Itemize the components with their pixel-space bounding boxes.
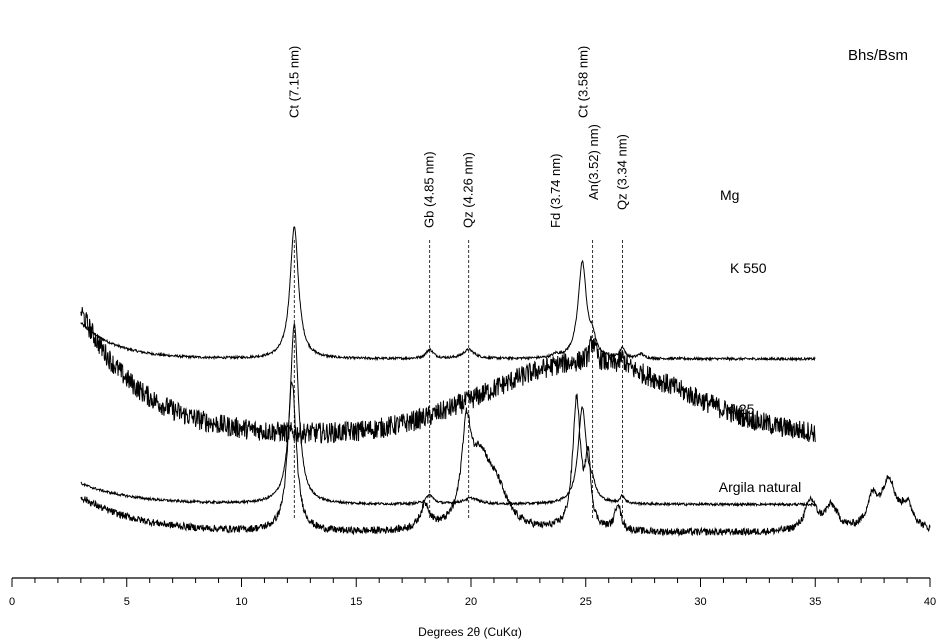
peak-label: Qz (3.34 nm)	[615, 134, 630, 210]
series-line-k-550	[80, 307, 816, 445]
peak-label: Fd (3.74 nm)	[548, 154, 563, 228]
x-tick-label: 10	[235, 596, 247, 608]
series-line-argila-natural	[80, 381, 931, 537]
series-labels: Mg K 550 K 25 Argila natural	[719, 187, 802, 495]
series-label-mg: Mg	[720, 187, 739, 203]
x-tick-label: 40	[924, 596, 936, 608]
peak-label: Qz (4.26 nm)	[461, 152, 476, 228]
peak-label: Ct (3.58 nm)	[576, 46, 591, 118]
x-tick-label: 0	[9, 596, 15, 608]
series-label-argila-natural: Argila natural	[719, 479, 802, 495]
panel-label: Bhs/Bsm	[848, 47, 908, 64]
x-tick-label: 5	[124, 596, 130, 608]
peak-label: Ct (7.15 nm)	[286, 46, 301, 118]
peak-label: An(3.52) nm)	[586, 124, 601, 200]
diffraction-traces	[80, 226, 931, 537]
peak-label: Gb (4.85 nm)	[422, 151, 437, 228]
series-line-mg	[80, 226, 816, 362]
x-tick-label: 20	[465, 596, 477, 608]
x-tick-label: 35	[809, 596, 821, 608]
x-tick-label: 15	[350, 596, 362, 608]
x-tick-label: 25	[580, 596, 592, 608]
x-axis-title: Degrees 2θ (CuKα)	[418, 625, 522, 639]
series-label-k-25: K 25	[726, 401, 755, 417]
peak-labels: Ct (7.15 nm) Gb (4.85 nm) Qz (4.26 nm) Fd (…	[286, 46, 629, 228]
series-label-k-550: K 550	[730, 260, 767, 276]
reference-dashed-lines	[293, 240, 623, 520]
x-tick-label: 30	[694, 596, 706, 608]
x-axis-ticks: 0 5 10 15 20 25 30 35 40	[9, 578, 936, 608]
series-line-k-25	[80, 321, 816, 508]
